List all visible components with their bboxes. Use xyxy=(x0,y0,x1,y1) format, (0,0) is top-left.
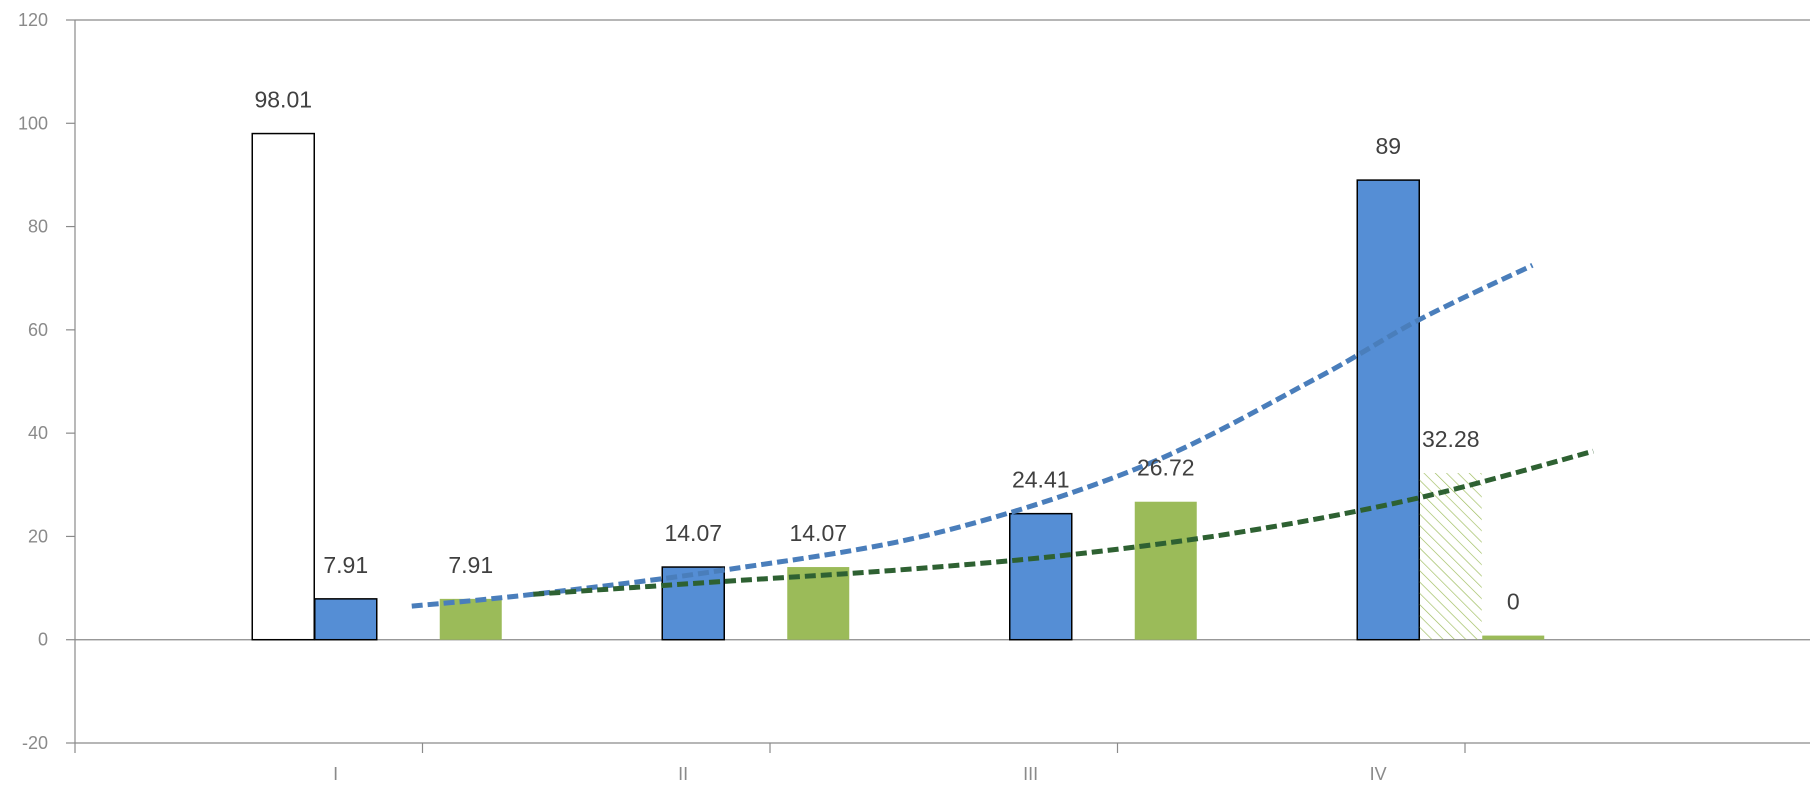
y-tick-label: 40 xyxy=(28,423,48,443)
bar-series-3-IV xyxy=(1419,473,1482,640)
x-tick-label: II xyxy=(678,764,688,784)
x-tick-label: I xyxy=(333,764,338,784)
y-tick-label: 0 xyxy=(38,630,48,650)
data-label: 26.72 xyxy=(1137,455,1195,481)
data-label: 89 xyxy=(1375,133,1401,159)
data-label: 24.41 xyxy=(1012,467,1070,493)
x-tick-label: IV xyxy=(1370,764,1387,784)
bar-series-4-III xyxy=(1134,501,1197,640)
y-tick-label: 100 xyxy=(18,113,48,133)
data-label: 14.07 xyxy=(789,520,847,546)
bar-series-2-I xyxy=(314,598,378,641)
data-label: 14.07 xyxy=(664,520,722,546)
data-label: 7.91 xyxy=(448,552,493,578)
y-tick-label: 80 xyxy=(28,217,48,237)
y-tick-label: -20 xyxy=(22,733,48,753)
y-axis-group: -20 0 20 40 60 80 100 120 xyxy=(18,10,76,753)
bar-series-4-IV xyxy=(1482,635,1545,640)
bar-series-2-IV xyxy=(1356,179,1420,641)
data-label: 98.01 xyxy=(254,87,312,113)
data-label: 0 xyxy=(1507,589,1520,615)
bar-series-2-III xyxy=(1009,512,1073,641)
data-label: 32.28 xyxy=(1422,426,1480,452)
y-tick-label: 20 xyxy=(28,526,48,546)
x-tick-label: III xyxy=(1023,764,1038,784)
y-tick-label: 60 xyxy=(28,320,48,340)
bar-series-4-I xyxy=(439,598,502,640)
bar-series-1-I xyxy=(251,132,315,641)
data-label: 7.91 xyxy=(323,552,368,578)
trendline-1 xyxy=(411,263,1534,609)
y-tick-label: 120 xyxy=(18,10,48,30)
